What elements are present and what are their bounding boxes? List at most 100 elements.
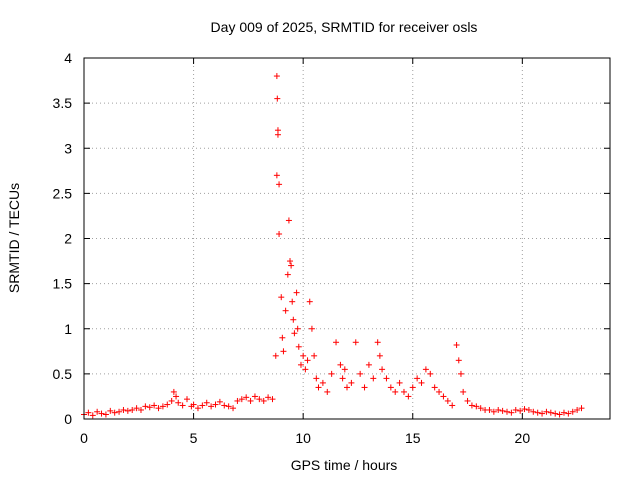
axis-ticks bbox=[83, 57, 610, 420]
data-point bbox=[190, 401, 197, 408]
data-point bbox=[276, 230, 283, 237]
data-point bbox=[486, 406, 493, 413]
data-point bbox=[376, 352, 383, 359]
data-point bbox=[282, 307, 289, 314]
data-point bbox=[129, 406, 136, 413]
y-tick-label: 3 bbox=[64, 140, 72, 156]
data-point bbox=[534, 409, 541, 416]
data-point bbox=[521, 406, 528, 413]
data-point bbox=[319, 379, 326, 386]
data-point bbox=[142, 403, 149, 410]
data-point bbox=[427, 370, 434, 377]
data-point bbox=[285, 217, 292, 224]
data-point bbox=[273, 172, 280, 179]
data-point bbox=[107, 407, 114, 414]
y-tick-labels: 0 0.5 1 1.5 2 2.5 3 3.5 4 bbox=[53, 50, 73, 427]
data-point bbox=[274, 95, 281, 102]
x-axis-label: GPS time / hours bbox=[291, 457, 398, 473]
data-point bbox=[216, 398, 223, 405]
data-point bbox=[155, 405, 162, 412]
data-point bbox=[440, 393, 447, 400]
data-point bbox=[221, 402, 228, 409]
data-point bbox=[436, 388, 443, 395]
data-point bbox=[328, 370, 335, 377]
data-point bbox=[495, 406, 502, 413]
data-point bbox=[293, 289, 300, 296]
data-point bbox=[203, 399, 210, 406]
data-point bbox=[473, 403, 480, 410]
data-point bbox=[379, 366, 386, 373]
data-point bbox=[208, 403, 215, 410]
y-tick-label: 3.5 bbox=[53, 95, 73, 111]
data-point bbox=[302, 366, 309, 373]
data-point bbox=[179, 402, 186, 409]
data-point bbox=[405, 393, 412, 400]
data-point bbox=[247, 397, 254, 404]
data-point bbox=[291, 330, 298, 337]
data-point bbox=[269, 396, 276, 403]
x-tick-label: 15 bbox=[405, 430, 421, 446]
y-tick-label: 0.5 bbox=[53, 366, 73, 382]
gridlines bbox=[84, 58, 610, 419]
x-tick-label: 0 bbox=[80, 430, 88, 446]
data-point bbox=[280, 348, 287, 355]
data-point bbox=[525, 406, 532, 413]
data-point bbox=[238, 396, 245, 403]
data-point bbox=[547, 409, 554, 416]
data-point bbox=[184, 396, 191, 403]
data-point bbox=[265, 394, 272, 401]
x-tick-label: 5 bbox=[190, 430, 198, 446]
data-point bbox=[431, 384, 438, 391]
data-point bbox=[306, 298, 313, 305]
data-point bbox=[449, 402, 456, 409]
data-point bbox=[287, 258, 294, 265]
data-point bbox=[260, 397, 267, 404]
data-point bbox=[457, 370, 464, 377]
plot-frame bbox=[83, 57, 611, 420]
data-point bbox=[89, 412, 96, 419]
data-point bbox=[348, 379, 355, 386]
data-point bbox=[300, 352, 307, 359]
data-point bbox=[337, 361, 344, 368]
data-point bbox=[274, 131, 281, 138]
data-point bbox=[272, 352, 279, 359]
x-tick-labels: 0 5 10 15 20 bbox=[80, 430, 530, 446]
data-point bbox=[304, 357, 311, 364]
data-point bbox=[294, 325, 301, 332]
data-point bbox=[284, 271, 291, 278]
data-point bbox=[383, 375, 390, 382]
data-point bbox=[578, 405, 585, 412]
data-point bbox=[146, 404, 153, 411]
data-point bbox=[464, 397, 471, 404]
data-point bbox=[560, 409, 567, 416]
data-point bbox=[530, 408, 537, 415]
data-point bbox=[289, 298, 296, 305]
y-tick-label: 4 bbox=[64, 50, 72, 66]
data-point bbox=[374, 339, 381, 346]
data-point bbox=[168, 397, 175, 404]
chart-title: Day 009 of 2025, SRMTID for receiver osl… bbox=[211, 19, 478, 35]
data-point bbox=[256, 396, 263, 403]
data-point bbox=[565, 410, 572, 417]
y-tick-label: 2 bbox=[64, 231, 72, 247]
data-point bbox=[137, 406, 144, 413]
data-point bbox=[243, 394, 250, 401]
data-point bbox=[230, 405, 237, 412]
data-point bbox=[151, 402, 158, 409]
y-axis-label: SRMTID / TECUs bbox=[6, 183, 22, 293]
data-point bbox=[512, 406, 519, 413]
data-point bbox=[574, 406, 581, 413]
data-point bbox=[159, 403, 166, 410]
data-points bbox=[81, 73, 585, 419]
data-point bbox=[339, 375, 346, 382]
data-point bbox=[552, 410, 559, 417]
data-point bbox=[313, 375, 320, 382]
data-point bbox=[170, 388, 177, 395]
data-point bbox=[102, 411, 109, 418]
data-point bbox=[341, 366, 348, 373]
data-point bbox=[324, 388, 331, 395]
data-point bbox=[94, 408, 101, 415]
data-point bbox=[234, 397, 241, 404]
data-point bbox=[276, 181, 283, 188]
data-point bbox=[517, 407, 524, 414]
